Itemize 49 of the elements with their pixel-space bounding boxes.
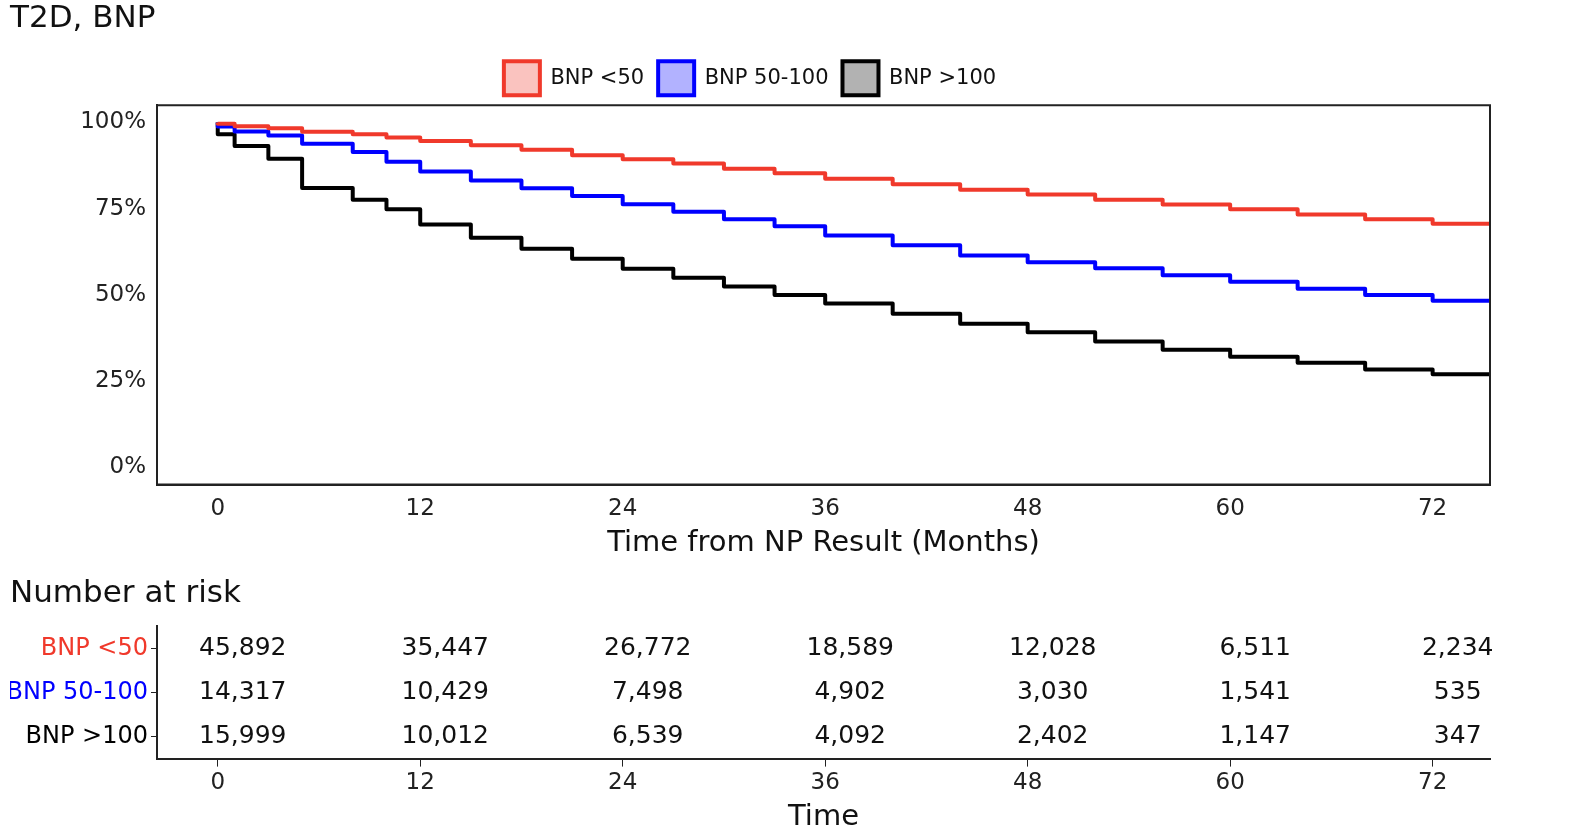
data-label: 10,429 xyxy=(401,675,489,705)
chart-title: T2D, BNP xyxy=(9,0,156,34)
data-label: 2,234 xyxy=(1421,631,1494,661)
x-tick-label: 48 xyxy=(1013,494,1043,521)
x-tick-label: 12 xyxy=(405,494,435,521)
data-label: 1,147 xyxy=(1219,720,1291,750)
x-tick-label: 48 xyxy=(1013,768,1043,795)
y-tick-label: 100% xyxy=(80,107,146,134)
legend-label: BNP >100 xyxy=(888,64,997,89)
x-axis-title: Time xyxy=(787,798,859,833)
legend-label: BNP <50 xyxy=(550,64,645,89)
data-label: 3,030 xyxy=(1016,675,1089,705)
y-tick-label: 25% xyxy=(94,366,146,393)
x-tick-label: 36 xyxy=(810,768,840,795)
data-label: 45,892 xyxy=(199,631,287,661)
y-tick-label: 0% xyxy=(109,452,146,479)
x-tick-label: 60 xyxy=(1215,768,1245,795)
y-tick-label: 50% xyxy=(94,279,146,306)
data-label: 35,447 xyxy=(401,631,489,661)
x-tick-label: 72 xyxy=(1418,768,1448,795)
data-label: 18,589 xyxy=(806,631,894,661)
x-tick-label: 12 xyxy=(405,768,435,795)
x-tick-label: 0 xyxy=(210,494,226,521)
data-label: 15,999 xyxy=(199,720,287,750)
y-tick-label: BNP >100 xyxy=(25,720,148,749)
x-axis-title: Time from NP Result (Months) xyxy=(606,524,1040,559)
data-label: 10,012 xyxy=(401,720,489,750)
x-tick-label: 24 xyxy=(608,494,638,521)
x-tick-label: 36 xyxy=(810,494,840,521)
x-tick-label: 24 xyxy=(608,768,638,795)
data-label: 12,028 xyxy=(1008,631,1097,661)
x-tick-label: 0 xyxy=(210,768,226,795)
chart-title: Number at risk xyxy=(10,572,241,609)
data-label: 6,511 xyxy=(1219,631,1291,661)
data-label: 14,317 xyxy=(199,675,287,705)
data-label: 535 xyxy=(1433,675,1482,705)
data-label: 2,402 xyxy=(1016,720,1089,750)
x-tick-label: 60 xyxy=(1215,494,1245,521)
y-tick-label: BNP <50 xyxy=(40,632,148,661)
data-label: 1,541 xyxy=(1219,675,1291,705)
data-label: 26,772 xyxy=(603,631,692,661)
y-tick-label: 75% xyxy=(94,193,146,220)
data-label: 7,498 xyxy=(611,675,684,705)
x-tick-label: 72 xyxy=(1417,494,1448,521)
legend-label: BNP 50-100 xyxy=(704,64,829,89)
data-label: 4,902 xyxy=(814,675,887,705)
data-label: 347 xyxy=(1433,720,1482,750)
data-label: 4,092 xyxy=(814,720,887,750)
data-label: 6,539 xyxy=(611,720,684,750)
